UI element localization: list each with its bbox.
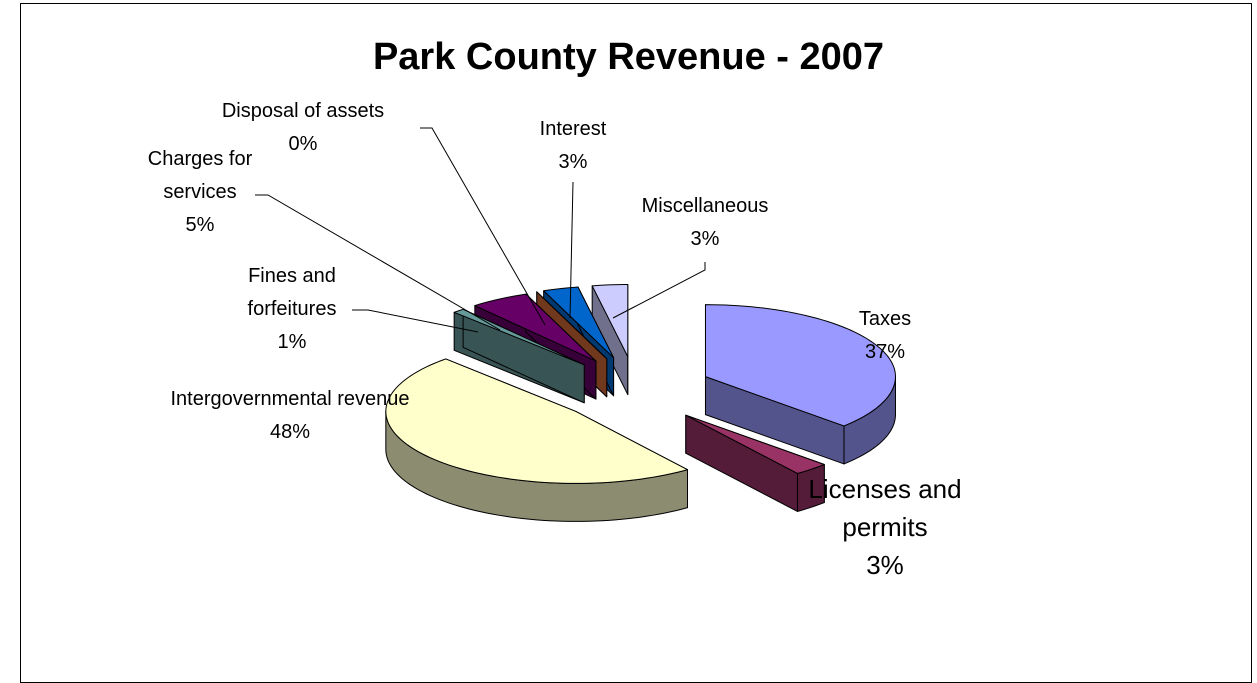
percent-label: 3% xyxy=(558,151,588,173)
slice-top xyxy=(385,358,689,484)
slice-top xyxy=(543,286,615,359)
slice-top xyxy=(453,308,585,366)
category-label: Fines and forfeitures xyxy=(247,265,337,320)
slice-top xyxy=(685,414,825,474)
slice xyxy=(591,284,629,396)
slice-top xyxy=(536,291,608,360)
category-label: Licenses and permits xyxy=(808,474,962,542)
category-label: Intergovernmental revenue xyxy=(170,388,410,410)
category-label: Interest xyxy=(539,118,607,140)
category-label: Disposal of assets xyxy=(221,100,385,122)
data-label: Disposal of assets 0% xyxy=(178,95,428,161)
leader-line xyxy=(420,127,546,326)
percent-label: 3% xyxy=(690,228,720,250)
percent-label: 0% xyxy=(288,133,318,155)
percent-label: 37% xyxy=(864,341,906,363)
percent-label: 48% xyxy=(269,421,311,443)
data-label: Taxes 37% xyxy=(825,303,945,369)
slice xyxy=(704,304,896,465)
leader-line xyxy=(612,262,706,319)
category-label: Charges for services xyxy=(147,148,253,203)
data-label: Licenses and permits 3% xyxy=(780,470,990,584)
percent-label: 3% xyxy=(866,550,904,580)
leader-line xyxy=(569,181,574,319)
slice xyxy=(385,358,689,522)
slice-top xyxy=(474,293,597,362)
leader-line xyxy=(255,194,501,331)
data-label: Intergovernmental revenue 48% xyxy=(170,383,410,449)
slice-top xyxy=(704,304,896,427)
percent-label: 1% xyxy=(277,331,307,353)
slice xyxy=(685,414,825,512)
slice xyxy=(453,308,585,404)
percent-label: 5% xyxy=(185,214,215,236)
data-label: Interest 3% xyxy=(513,113,633,179)
data-label: Charges for services 5% xyxy=(130,143,270,242)
category-label: Miscellaneous xyxy=(641,195,769,217)
data-label: Miscellaneous 3% xyxy=(605,190,805,256)
data-label: Fines and forfeitures 1% xyxy=(222,260,362,359)
chart-title: Park County Revenue - 2007 xyxy=(372,36,885,78)
category-label: Taxes xyxy=(858,308,912,330)
slice-top xyxy=(591,284,629,358)
leader-line xyxy=(352,309,479,333)
